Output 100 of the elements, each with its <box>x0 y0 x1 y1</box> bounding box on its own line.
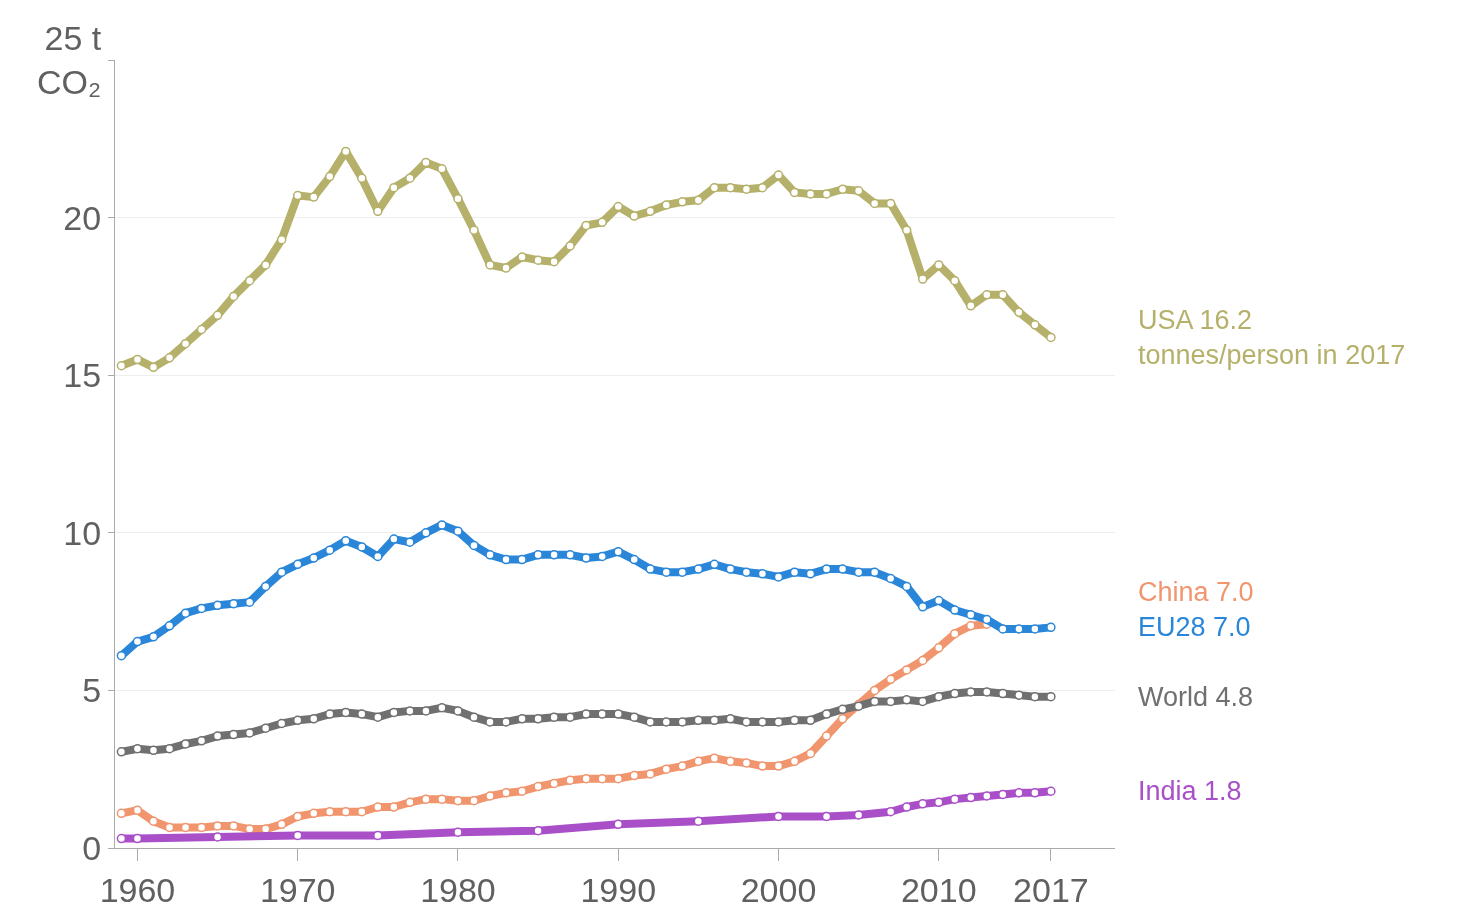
point <box>533 714 543 724</box>
point <box>821 731 832 741</box>
point <box>437 163 447 174</box>
point <box>260 260 271 270</box>
point <box>613 546 623 557</box>
point <box>581 773 591 784</box>
point <box>1046 786 1056 797</box>
point <box>533 781 543 792</box>
point <box>966 610 976 620</box>
x-tick-label: 2000 <box>740 870 817 909</box>
point <box>324 171 335 182</box>
point <box>517 252 527 262</box>
point <box>982 614 992 625</box>
point <box>453 526 463 536</box>
point <box>933 643 944 653</box>
point <box>565 775 575 785</box>
point <box>982 687 992 697</box>
point <box>132 354 143 365</box>
point <box>180 608 191 618</box>
point <box>341 146 351 157</box>
point <box>1046 691 1056 702</box>
point <box>549 550 559 560</box>
point <box>405 173 415 183</box>
point <box>565 712 575 722</box>
point <box>453 795 463 806</box>
point <box>453 706 463 716</box>
point <box>164 621 175 631</box>
point <box>917 602 928 612</box>
point <box>1030 624 1040 634</box>
point <box>469 225 479 235</box>
point <box>405 537 415 548</box>
text: World 4.8 <box>1138 682 1254 712</box>
point <box>324 545 335 555</box>
point <box>501 263 511 273</box>
text: India 1.8 <box>1138 776 1242 806</box>
point <box>196 324 207 335</box>
point <box>966 301 976 311</box>
point <box>421 157 431 168</box>
point <box>933 260 944 270</box>
point <box>597 551 607 562</box>
point <box>389 707 399 718</box>
point <box>917 274 928 284</box>
point <box>917 655 928 666</box>
text: EU28 7.0 <box>1138 612 1251 642</box>
point <box>357 807 367 817</box>
point <box>196 603 207 614</box>
point <box>581 709 591 719</box>
point <box>453 193 463 204</box>
point <box>982 791 992 801</box>
point <box>485 717 495 727</box>
point <box>725 564 736 574</box>
point <box>837 704 848 715</box>
x-tick-label: 1970 <box>259 870 336 909</box>
point <box>469 712 479 722</box>
point <box>1046 622 1056 633</box>
point <box>453 827 463 837</box>
point <box>533 255 543 265</box>
point <box>164 353 175 363</box>
point <box>276 567 287 577</box>
point <box>260 581 271 592</box>
point <box>485 550 495 560</box>
point <box>901 665 912 675</box>
point <box>901 802 912 812</box>
text: USA 16.2 tonnes/person in 2017 <box>1138 305 1406 371</box>
point <box>389 534 399 544</box>
point <box>485 260 495 270</box>
point <box>549 256 559 267</box>
x-tick-label: 1960 <box>99 870 176 909</box>
point <box>1030 691 1040 702</box>
point <box>357 173 367 183</box>
point <box>517 554 527 565</box>
point <box>1014 788 1024 798</box>
point <box>1014 307 1024 317</box>
point <box>565 241 575 251</box>
point <box>437 794 447 804</box>
point <box>885 573 896 584</box>
point <box>341 535 351 546</box>
point <box>212 310 223 321</box>
point <box>533 825 543 836</box>
point <box>1046 332 1056 343</box>
point <box>773 170 784 180</box>
point <box>308 553 319 563</box>
point <box>292 559 303 570</box>
y-tick-label: 25 t CO₂ <box>37 18 102 101</box>
point <box>949 605 960 615</box>
point <box>645 206 656 217</box>
point <box>949 628 960 639</box>
point <box>517 714 527 724</box>
point <box>885 674 896 685</box>
y-tick-label: 5 <box>82 671 102 710</box>
point <box>549 712 559 722</box>
point <box>421 528 431 538</box>
point <box>629 211 639 221</box>
point <box>581 220 591 231</box>
point <box>132 636 143 647</box>
text: China 7.0 <box>1138 577 1254 607</box>
point <box>485 791 495 801</box>
point <box>805 748 816 759</box>
point <box>869 685 880 696</box>
point <box>116 650 127 661</box>
